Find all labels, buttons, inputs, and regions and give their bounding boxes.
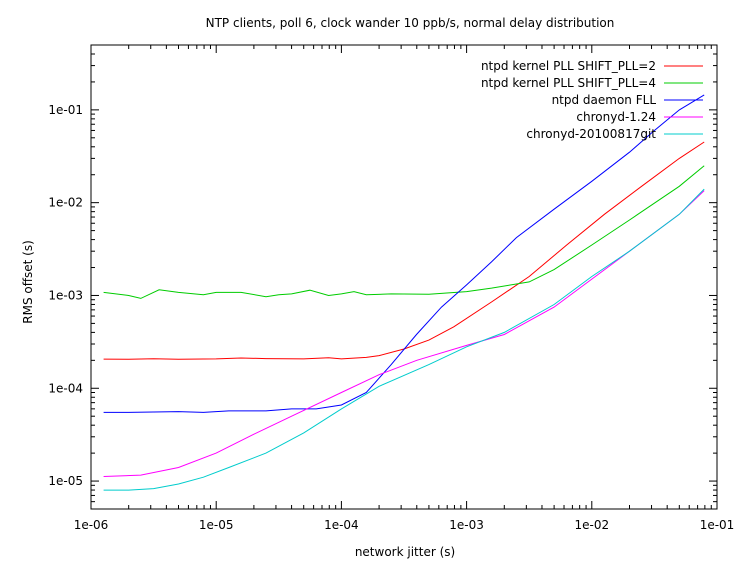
y-tick-label: 1e-01 xyxy=(48,103,83,117)
x-tick-label: 1e-06 xyxy=(74,518,109,532)
x-tick-label: 1e-02 xyxy=(574,518,609,532)
x-axis-label: network jitter (s) xyxy=(355,545,455,559)
y-axis-label: RMS offset (s) xyxy=(21,240,35,324)
y-tick-label: 1e-03 xyxy=(48,288,83,302)
plot-frame xyxy=(90,44,718,510)
series-line-2 xyxy=(103,165,705,299)
series-line-3 xyxy=(103,94,705,413)
chart-title: NTP clients, poll 6, clock wander 10 ppb… xyxy=(206,16,615,30)
legend-label: chronyd-1.24 xyxy=(576,110,656,124)
legend-label: ntpd daemon FLL xyxy=(552,93,657,107)
legend-label: chronyd-20100817git xyxy=(526,127,656,141)
x-tick-label: 1e-05 xyxy=(199,518,234,532)
y-tick-label: 1e-02 xyxy=(48,196,83,210)
ticks: 1e-06 1e-05 1e-04 1e-03 1e-02 1e-01 1e-05 1e-04… xyxy=(48,45,734,532)
x-tick-label: 1e-03 xyxy=(449,518,484,532)
legend-label: ntpd kernel PLL SHIFT_PLL=4 xyxy=(481,76,656,90)
series-line-4 xyxy=(103,190,705,477)
series-line-5 xyxy=(103,188,705,491)
y-tick-label: 1e-05 xyxy=(48,474,83,488)
series-line-1 xyxy=(103,141,705,360)
series-lines xyxy=(103,94,705,491)
y-tick-label: 1e-04 xyxy=(48,381,83,395)
legend-label: ntpd kernel PLL SHIFT_PLL=2 xyxy=(481,59,656,73)
x-tick-label: 1e-04 xyxy=(324,518,359,532)
x-tick-label: 1e-01 xyxy=(700,518,735,532)
